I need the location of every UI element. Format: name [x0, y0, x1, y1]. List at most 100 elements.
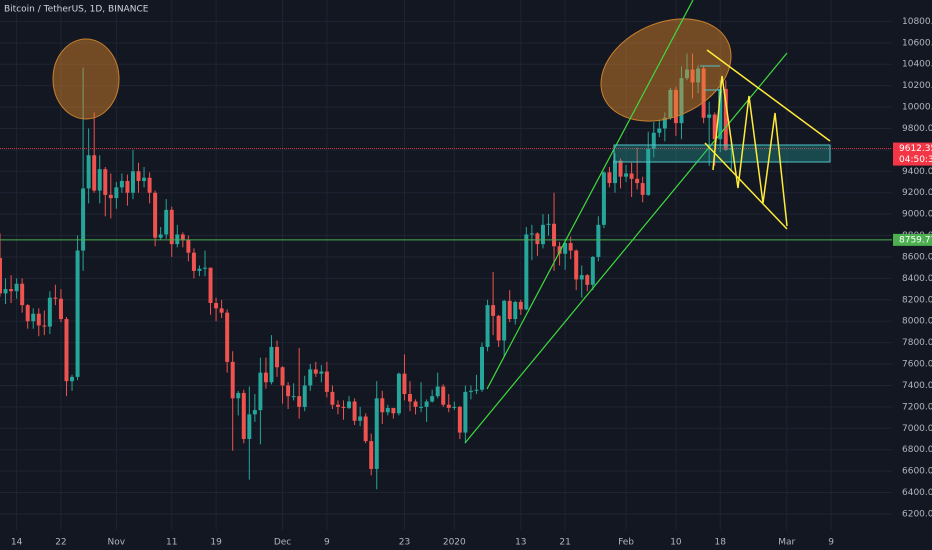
drawings [52, 0, 831, 444]
y-tick-label: 9000.00 [902, 210, 932, 220]
candle-body [347, 401, 352, 408]
candle-body [729, 148, 734, 150]
candle-body [153, 192, 158, 238]
candle-body [657, 128, 662, 133]
candle-body [380, 398, 385, 413]
candle-body [64, 319, 69, 382]
y-tick-label: 6800.00 [902, 445, 932, 455]
candles [0, 53, 892, 490]
candle-body [502, 300, 507, 341]
candle-body [97, 169, 102, 191]
candle-body [341, 406, 346, 408]
candle-body [535, 233, 540, 245]
candle-body [468, 390, 473, 392]
candle-body [435, 386, 440, 397]
candle-body [75, 250, 80, 377]
candle-body [291, 396, 296, 398]
y-tick-label: 8400.00 [902, 274, 932, 284]
candle-body [441, 386, 446, 405]
candle-body [186, 239, 191, 253]
candle-body [158, 234, 163, 238]
y-tick-label: 10000.00 [902, 103, 932, 113]
y-tick-label: 8600.00 [902, 252, 932, 262]
trend-line [464, 52, 788, 444]
candle-body [319, 371, 324, 374]
candle-body [707, 114, 712, 118]
x-tick-label: 11 [166, 538, 177, 548]
price-axis: 6200.00 6400.00 6600.00 6800.00 7000.00 7200.… [11, 17, 932, 548]
highlight-ellipse [600, 18, 732, 122]
candle-body [330, 391, 335, 405]
candle-body [690, 69, 695, 83]
price-label-bg [893, 233, 932, 246]
candle-body [352, 401, 357, 421]
x-tick-label: 18 [715, 538, 727, 548]
candle-body [396, 373, 401, 414]
candle-body [191, 252, 196, 271]
candle-body [302, 385, 307, 407]
candle-body [629, 173, 634, 179]
candle-body [385, 407, 390, 413]
candle-body [646, 148, 651, 195]
x-tick-label: Feb [618, 538, 634, 548]
candle-body [297, 396, 302, 407]
candle-body [20, 283, 25, 306]
candle-body [585, 275, 590, 285]
candle-body [579, 275, 584, 280]
candle-body [524, 234, 529, 310]
y-tick-label: 10600.00 [902, 38, 932, 48]
candle-body [86, 155, 91, 189]
candle-body [81, 188, 86, 251]
candle-body [219, 308, 224, 313]
candle-body [424, 401, 429, 407]
candle-body [130, 171, 135, 193]
candle-body [258, 372, 263, 411]
candle-body [308, 369, 313, 386]
candle-body [208, 267, 213, 304]
x-tick-label: 13 [515, 538, 526, 548]
candle-body [518, 301, 523, 310]
candle-body [47, 297, 52, 327]
candle-body [25, 305, 30, 322]
y-tick-label: 9400.00 [902, 167, 932, 177]
candle-body [175, 234, 180, 245]
candle-body [103, 169, 108, 195]
candle-body [640, 183, 645, 195]
x-tick-label: 2020 [443, 538, 466, 548]
x-tick-label: 21 [559, 538, 570, 548]
candle-body [463, 391, 468, 433]
candle-body [280, 367, 285, 386]
countdown-label: 04:50:38 [899, 155, 932, 165]
candle-body [557, 246, 562, 254]
candle-body [363, 416, 368, 442]
price-label: 8759.77 [899, 235, 932, 245]
y-tick-label: 7600.00 [902, 360, 932, 370]
candle-body [413, 401, 418, 407]
candle-body [9, 289, 14, 292]
candle-body [457, 406, 462, 433]
candle-body [402, 373, 407, 395]
candle-body [252, 410, 257, 415]
price-label: 9612.35 [899, 144, 932, 154]
candle-body [590, 256, 595, 285]
candle-body [169, 209, 174, 245]
candle-body [275, 346, 280, 368]
candle-body [491, 305, 496, 316]
x-tick-label: 23 [399, 538, 410, 548]
candle-body [225, 312, 230, 362]
x-tick-label: 9 [828, 538, 834, 548]
channel-line [704, 142, 788, 230]
candle-body [214, 303, 219, 309]
candle-body [618, 160, 623, 177]
candle-body [407, 394, 412, 402]
candle-body [335, 404, 340, 407]
candle-body [142, 177, 147, 181]
candle-body [651, 132, 656, 149]
candle-body [313, 369, 318, 374]
candle-body [247, 414, 252, 439]
candle-body [552, 223, 557, 247]
candle-body [369, 441, 374, 469]
candle-body [230, 361, 235, 399]
